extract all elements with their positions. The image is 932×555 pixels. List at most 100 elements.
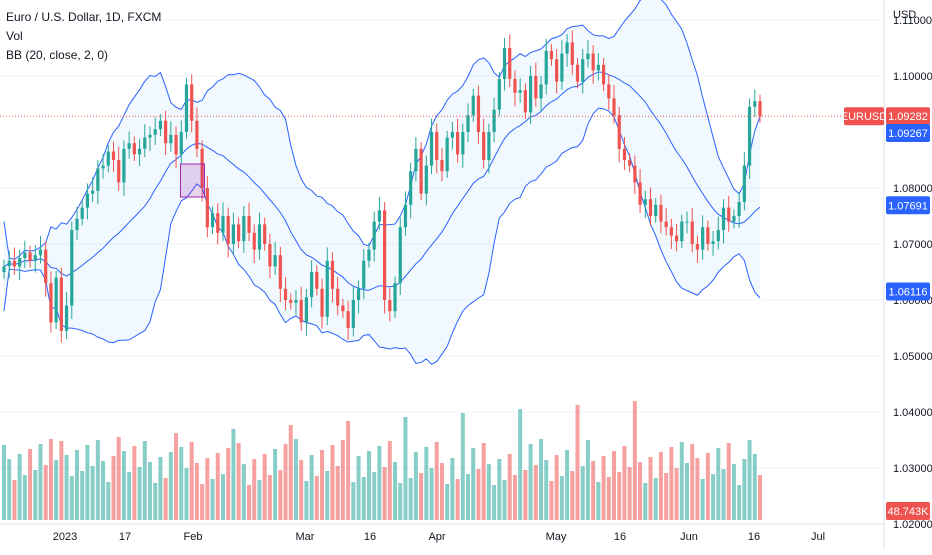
candle[interactable] — [49, 271, 53, 333]
candle[interactable] — [268, 233, 272, 279]
candle[interactable] — [429, 118, 434, 174]
candle[interactable] — [158, 114, 163, 136]
candle[interactable] — [575, 58, 580, 89]
candle[interactable] — [727, 195, 731, 232]
candle[interactable] — [336, 277, 340, 316]
candle[interactable] — [591, 45, 595, 84]
candle[interactable] — [7, 250, 11, 279]
candle[interactable] — [528, 65, 533, 125]
candle[interactable] — [38, 236, 43, 264]
candle[interactable] — [148, 126, 152, 152]
candle[interactable] — [122, 140, 126, 196]
candle[interactable] — [633, 155, 637, 195]
candle[interactable] — [560, 40, 564, 90]
candle[interactable] — [273, 241, 277, 275]
candle[interactable] — [299, 286, 303, 331]
candle[interactable] — [570, 30, 574, 75]
legend-symbol[interactable]: Euro / U.S. Dollar, 1D, FXCM — [6, 10, 162, 24]
candle[interactable] — [654, 198, 658, 223]
candle[interactable] — [555, 49, 559, 94]
candle[interactable] — [330, 252, 335, 303]
candle[interactable] — [601, 58, 606, 92]
candle[interactable] — [18, 249, 22, 280]
candle[interactable] — [179, 120, 183, 165]
candle[interactable] — [205, 176, 209, 238]
candle[interactable] — [450, 121, 454, 150]
candle[interactable] — [440, 148, 444, 182]
candle[interactable] — [75, 207, 79, 241]
candle[interactable] — [190, 74, 194, 133]
candle[interactable] — [622, 137, 627, 171]
candle[interactable] — [263, 217, 267, 251]
candle[interactable] — [304, 288, 308, 336]
candle[interactable] — [638, 168, 642, 214]
candle[interactable] — [226, 207, 230, 258]
candle[interactable] — [659, 194, 663, 234]
candle[interactable] — [346, 301, 350, 340]
candle[interactable] — [283, 277, 288, 311]
candle[interactable] — [153, 117, 157, 145]
bb-upper-line[interactable] — [3, 0, 761, 260]
candle[interactable] — [70, 221, 74, 320]
candle[interactable] — [169, 121, 173, 152]
candle[interactable] — [513, 70, 517, 107]
candle[interactable] — [85, 183, 90, 220]
candle[interactable] — [414, 137, 418, 182]
candle[interactable] — [544, 39, 548, 95]
candle[interactable] — [471, 88, 475, 122]
candle[interactable] — [497, 72, 501, 117]
candle[interactable] — [237, 217, 241, 248]
candle[interactable] — [435, 123, 439, 174]
candle[interactable] — [419, 142, 423, 201]
candle[interactable] — [716, 216, 720, 250]
candle[interactable] — [732, 209, 736, 229]
candle[interactable] — [492, 97, 496, 143]
candle[interactable] — [174, 126, 178, 168]
candle[interactable] — [706, 220, 710, 251]
candle[interactable] — [664, 208, 668, 236]
candle[interactable] — [747, 98, 752, 180]
candle[interactable] — [669, 218, 673, 250]
bb-basis-line[interactable] — [3, 71, 761, 291]
candle[interactable] — [127, 131, 131, 159]
candle[interactable] — [257, 212, 262, 260]
candle[interactable] — [315, 265, 319, 296]
highlight-box[interactable] — [179, 163, 205, 198]
candle[interactable] — [91, 177, 95, 202]
legend-bb[interactable]: BB (20, close, 2, 0) — [6, 48, 109, 62]
candle[interactable] — [164, 110, 168, 155]
candle[interactable] — [711, 231, 715, 256]
candle[interactable] — [372, 211, 376, 262]
candle[interactable] — [351, 286, 355, 337]
candle[interactable] — [482, 118, 486, 169]
candle[interactable] — [252, 224, 256, 264]
candle[interactable] — [320, 278, 324, 329]
candle[interactable] — [44, 241, 48, 297]
candle[interactable] — [628, 153, 632, 173]
candle[interactable] — [398, 217, 402, 295]
candle[interactable] — [54, 270, 58, 330]
candle[interactable] — [393, 276, 397, 318]
candle[interactable] — [508, 34, 512, 88]
candle[interactable] — [487, 123, 491, 174]
candle[interactable] — [106, 144, 110, 173]
candle[interactable] — [33, 245, 37, 273]
legend-volume[interactable]: Vol — [6, 29, 23, 43]
candle[interactable] — [294, 289, 298, 315]
candle[interactable] — [701, 215, 705, 260]
candle[interactable] — [607, 74, 611, 111]
candle[interactable] — [383, 202, 387, 314]
candle[interactable] — [737, 191, 741, 228]
candle[interactable] — [210, 206, 215, 234]
candle[interactable] — [23, 240, 27, 269]
candle[interactable] — [278, 246, 282, 303]
candle[interactable] — [690, 208, 694, 253]
candle[interactable] — [502, 37, 507, 91]
candle[interactable] — [137, 138, 142, 167]
candle[interactable] — [461, 123, 465, 168]
candle[interactable] — [758, 94, 762, 124]
candle[interactable] — [685, 211, 689, 234]
candle[interactable] — [534, 62, 538, 107]
candle[interactable] — [101, 153, 105, 179]
